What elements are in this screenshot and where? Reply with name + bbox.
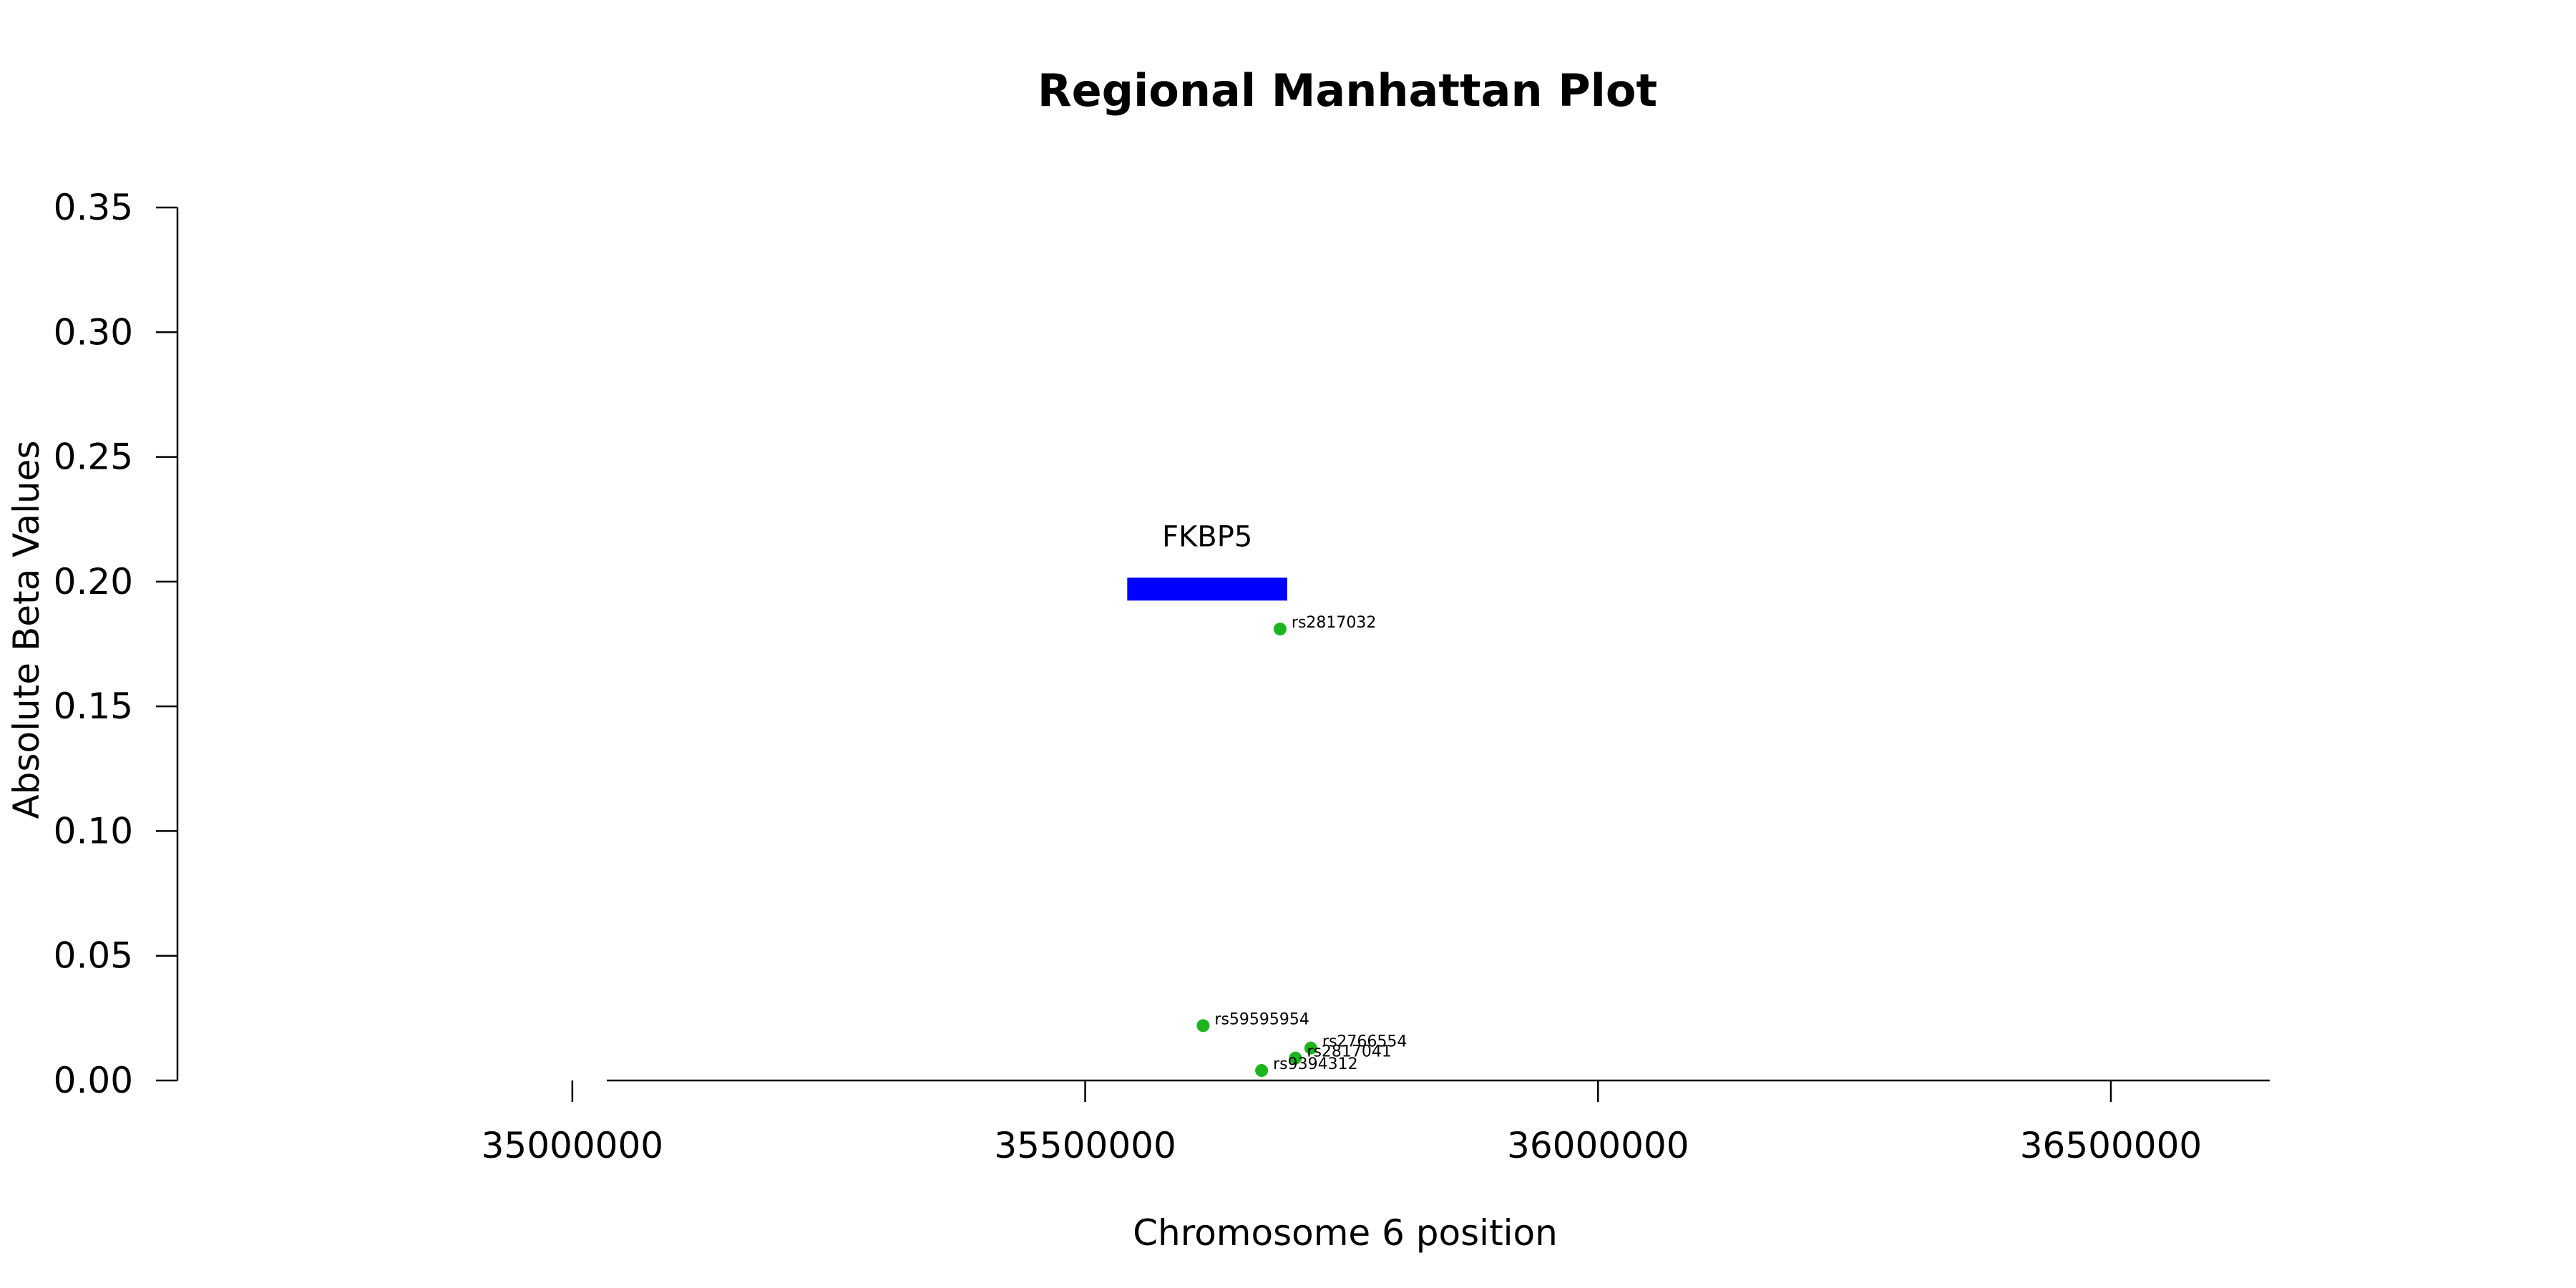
chart-title: Regional Manhattan Plot: [1038, 64, 1657, 117]
x-tick-label: 36000000: [1507, 1125, 1689, 1166]
snp-points: rs2817032 rs59595954 rs2766554rs2817041rs9…: [1196, 614, 1407, 1078]
y-tick-label: 0.25: [54, 436, 133, 478]
snp-label: rs2817032: [1292, 614, 1377, 632]
y-axis-label: Absolute Beta Values: [6, 441, 47, 819]
y-tick-label: 0.35: [54, 187, 133, 228]
y-tick-label: 0.05: [54, 935, 133, 977]
snp-point: [1289, 1051, 1302, 1065]
x-axis-ticks: 35000000 35500000 36000000 36500000: [482, 1080, 2202, 1166]
snp-label: rs59595954: [1214, 1010, 1309, 1028]
snp-point: [1255, 1064, 1269, 1078]
gene-track: FKBP5: [1127, 520, 1287, 601]
snp-label: rs2817041: [1307, 1043, 1392, 1061]
snp-point: [1196, 1019, 1210, 1033]
gene-label: FKBP5: [1162, 520, 1252, 553]
x-axis-label: Chromosome 6 position: [1133, 1212, 1558, 1254]
x-tick-label: 35000000: [482, 1125, 664, 1166]
y-tick-label: 0.15: [54, 686, 133, 727]
y-tick-label: 0.10: [54, 810, 133, 852]
y-tick-label: 0.20: [54, 561, 133, 602]
snp-point: [1273, 623, 1287, 636]
x-tick-label: 35500000: [994, 1125, 1176, 1166]
snp-point: [1304, 1041, 1317, 1055]
y-tick-label: 0.00: [54, 1060, 133, 1101]
snp-label: rs9394312: [1273, 1055, 1358, 1073]
snp-label: rs2766554: [1322, 1033, 1407, 1051]
x-tick-label: 36500000: [2020, 1125, 2202, 1166]
gene-bar: [1127, 577, 1287, 601]
y-tick-label: 0.30: [54, 311, 133, 353]
y-axis-ticks: 0.00 0.05 0.10 0.15 0.20 0.25 0.30 0.35: [54, 187, 177, 1101]
